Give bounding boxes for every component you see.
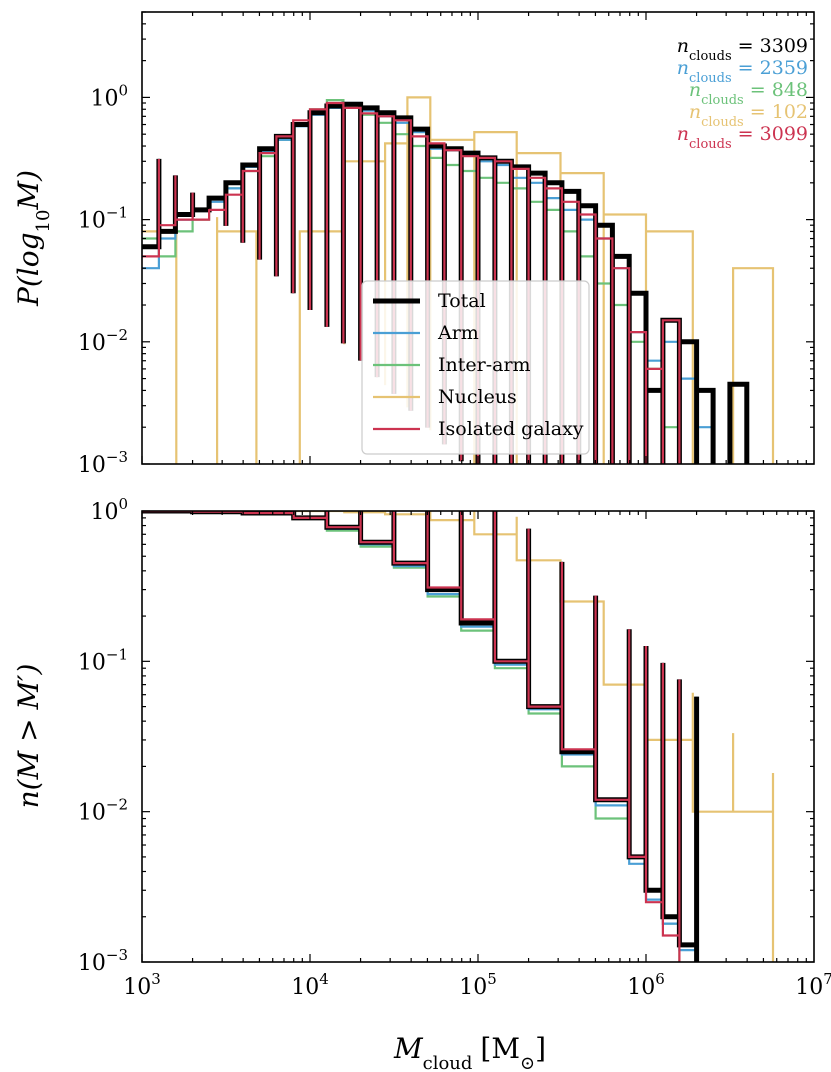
count-annotation-total: nclouds = 3309 [677,35,808,64]
legend-label-nucleus: Nucleus [438,386,517,408]
x-tick-label: 105 [459,970,497,1000]
y-tick-label: 10−1 [78,204,128,234]
top-y-axis-label: P(log10M) [12,170,54,307]
legend: Total Arm Inter-arm Nucleus Isolated galaxy [361,280,590,455]
count-annotation-inter-arm: nclouds = 848 [689,79,808,108]
y-tick-label: 100 [90,495,128,525]
top-series-nucleus [142,96,775,464]
x-tick-label: 106 [627,970,665,1000]
bottom-series-isolated-galaxy [142,511,681,962]
y-tick-label: 10−2 [78,326,128,356]
legend-label-total: Total [438,290,486,312]
top-ticks: 100 10−1 10−2 10−3 [78,11,814,478]
top-series-group [142,96,775,464]
count-annotation-nucleus: nclouds = 102 [689,101,808,130]
legend-box [361,280,590,455]
bottom-y-axis-label: n(M > M′) [12,664,45,809]
x-axis-label: Mcloud [M⊙] [393,1032,546,1072]
y-tick-label: 10−1 [78,645,128,675]
count-annotation-arm: nclouds = 2359 [677,57,808,86]
x-tick-label: 107 [795,970,831,1000]
bottom-frame [141,510,815,963]
bottom-ticks: 103 104 105 106 107 100 10−1 10−2 10−3 [78,495,831,1000]
legend-label-inter-arm: Inter-arm [438,354,531,376]
bottom-series-nucleus [142,511,775,962]
y-tick-label: 10−3 [78,946,128,976]
x-tick-label: 103 [123,970,161,1000]
x-tick-label: 104 [291,970,329,1000]
top-series-isolated-galaxy [142,101,681,464]
bottom-panel: 103 104 105 106 107 100 10−1 10−2 10−3 n(M > M′) [12,495,831,1000]
bottom-series-group [142,511,775,962]
y-tick-label: 100 [90,81,128,111]
y-tick-label: 10−3 [78,448,128,478]
legend-label-isolated-galaxy: Isolated galaxy [438,418,584,440]
count-annotation-isolated-galaxy: nclouds = 3099 [677,123,808,152]
legend-label-arm: Arm [437,322,479,344]
y-tick-label: 10−2 [78,796,128,826]
